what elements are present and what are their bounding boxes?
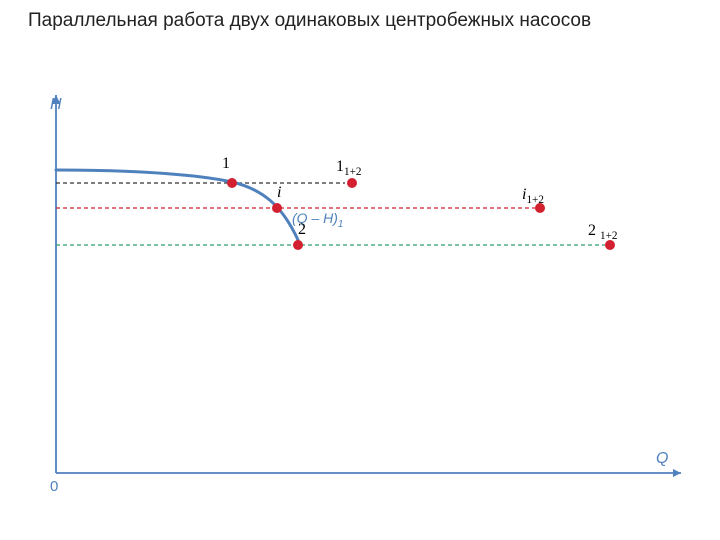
pt-1-sum <box>347 178 357 188</box>
x-axis-label: Q <box>656 450 668 468</box>
pt-1-label: 1 <box>222 155 230 173</box>
pt-1-sum-label: 11+2 <box>336 158 362 178</box>
pt-2-label: 2 <box>298 221 306 239</box>
origin-label: 0 <box>50 478 58 495</box>
pt-i-label: i <box>277 184 281 202</box>
axes <box>52 95 681 477</box>
diagram-plot <box>0 0 720 540</box>
pt-2 <box>293 240 303 250</box>
pt-i <box>272 203 282 213</box>
y-axis-label: H <box>50 96 62 114</box>
pump-curve <box>56 170 298 240</box>
pt-i-sum-label: i1+2 <box>522 186 544 206</box>
points <box>227 178 615 250</box>
pt-1 <box>227 178 237 188</box>
pt-2-sum-label: 2 1+2 <box>588 222 618 242</box>
